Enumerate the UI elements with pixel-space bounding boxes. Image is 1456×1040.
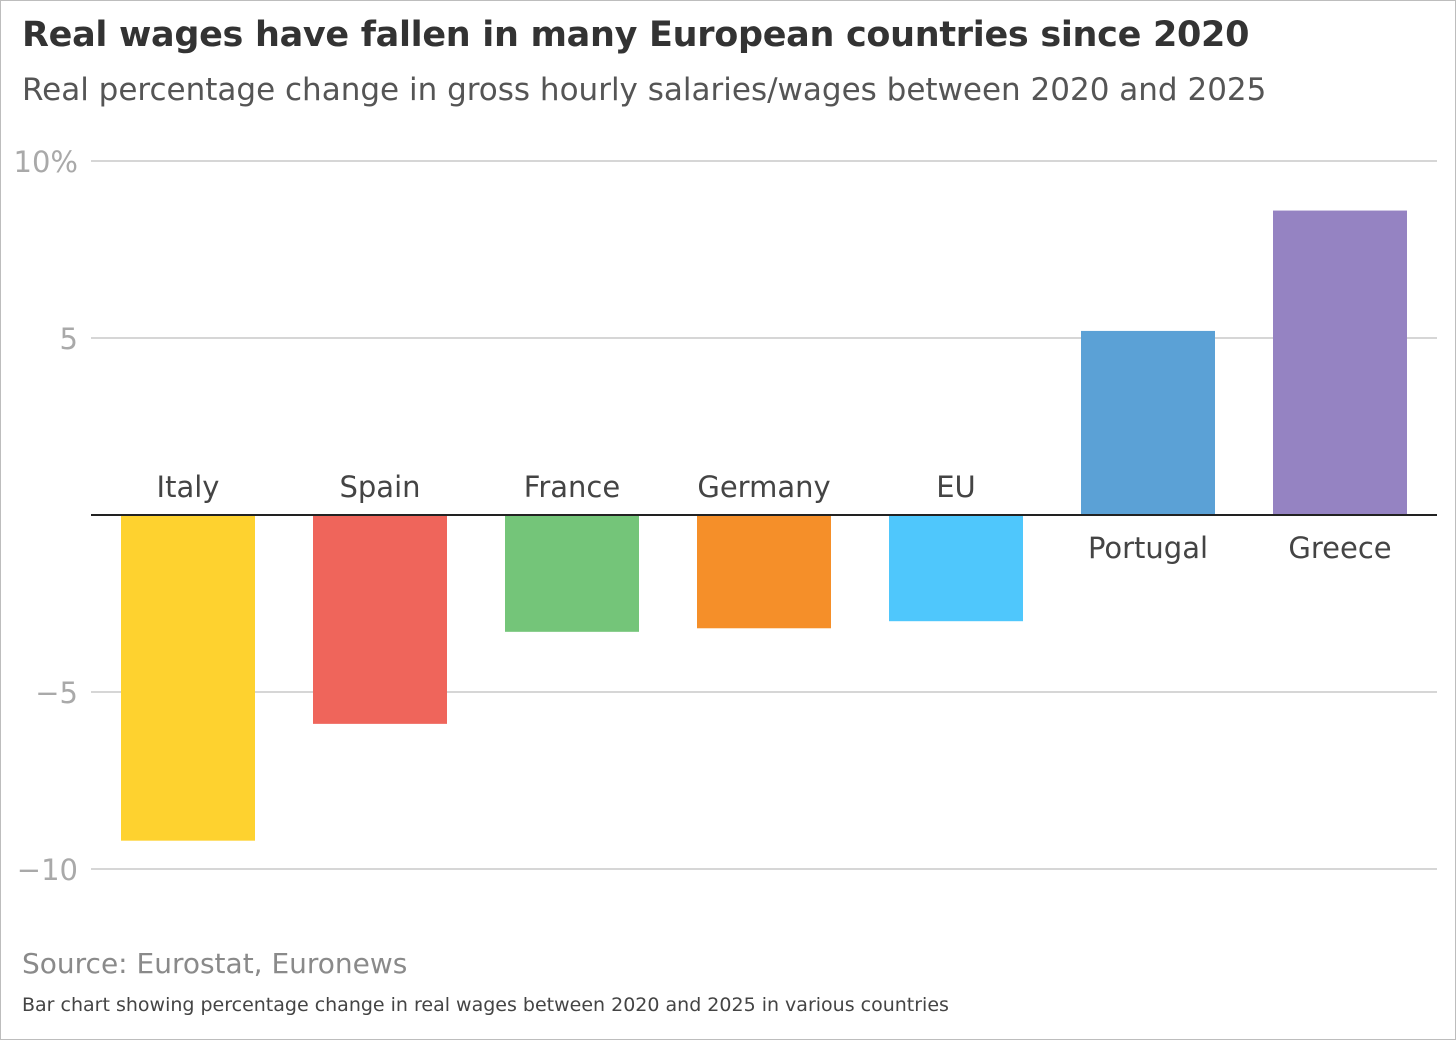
category-labels: Italy Spain France Germany EU Portugal Greece (157, 470, 1392, 565)
source-note: Source: Eurostat, Euronews (22, 947, 408, 980)
bar-eu (889, 515, 1023, 622)
bar-portugal (1081, 330, 1215, 515)
bar-france (505, 515, 639, 632)
bar-chart: 10% 5 −5 −10 Italy Spain France Germany EU Portu… (14, 145, 1437, 887)
y-tick-label: −10 (17, 853, 78, 887)
y-tick-label: −5 (35, 676, 78, 710)
chart-title: Real wages have fallen in many European … (22, 15, 1250, 55)
category-label: Germany (697, 470, 830, 504)
bar-germany (697, 515, 831, 629)
category-label: Spain (339, 470, 420, 504)
category-label: EU (936, 470, 976, 504)
bar-greece (1273, 210, 1407, 515)
y-tick-label: 10% (14, 145, 78, 179)
category-label: France (524, 470, 620, 504)
bar-italy (121, 515, 255, 841)
category-label: Greece (1288, 531, 1391, 565)
y-tick-label: 5 (60, 322, 78, 356)
category-label: Portugal (1088, 531, 1208, 565)
bars (121, 210, 1407, 841)
chart-subtitle: Real percentage change in gross hourly s… (22, 72, 1267, 108)
bar-spain (313, 515, 447, 724)
chart-caption: Bar chart showing percentage change in r… (22, 994, 949, 1016)
category-label: Italy (157, 470, 220, 504)
